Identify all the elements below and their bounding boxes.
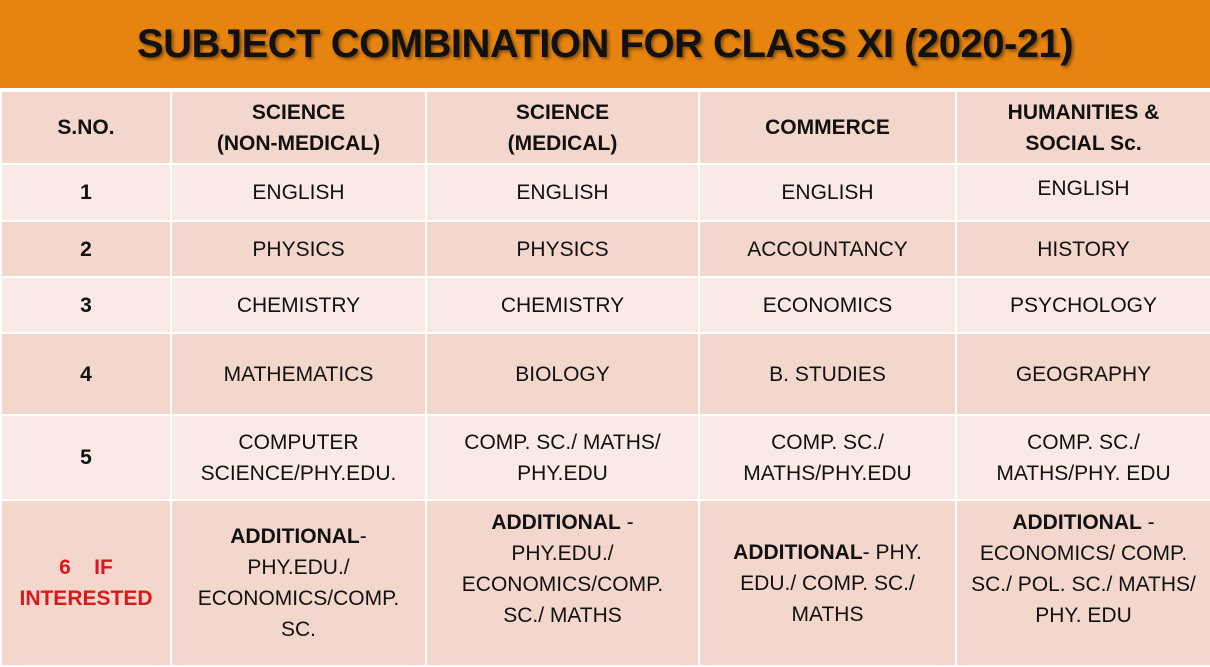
cell: COMP. SC./ MATHS/PHY.EDU xyxy=(698,414,957,501)
cell: MATHEMATICS xyxy=(170,332,427,416)
cell-sno: 1 xyxy=(0,163,172,222)
cell: HISTORY xyxy=(955,220,1210,278)
header-science-medical: SCIENCE (MEDICAL) xyxy=(425,90,700,165)
title-banner: SUBJECT COMBINATION FOR CLASS XI (2020-2… xyxy=(0,0,1210,88)
table-row: 2 PHYSICS PHYSICS ACCOUNTANCY HISTORY xyxy=(0,220,1210,278)
cell-sno: 4 xyxy=(0,332,172,416)
table-row: 1 ENGLISH ENGLISH ENGLISH ENGLISH xyxy=(0,163,1210,222)
cell: COMP. SC./ MATHS/ PHY.EDU xyxy=(425,414,700,501)
cell-additional: ADDITIONAL - ECONOMICS/ COMP. SC./ POL. … xyxy=(955,499,1210,667)
table-row-additional: 6 IF INTERESTED ADDITIONAL- PHY.EDU./ EC… xyxy=(0,499,1210,667)
header-sno: S.NO. xyxy=(0,90,172,165)
cell: PHYSICS xyxy=(425,220,700,278)
cell: PSYCHOLOGY xyxy=(955,276,1210,334)
cell: PHYSICS xyxy=(170,220,427,278)
header-commerce: COMMERCE xyxy=(698,90,957,165)
cell: GEOGRAPHY xyxy=(955,332,1210,416)
cell: CHEMISTRY xyxy=(170,276,427,334)
cell: ENGLISH xyxy=(425,163,700,222)
cell-additional: ADDITIONAL - PHY.EDU./ ECONOMICS/COMP. S… xyxy=(425,499,700,667)
cell: BIOLOGY xyxy=(425,332,700,416)
cell: ACCOUNTANCY xyxy=(698,220,957,278)
header-row: S.NO. SCIENCE (NON-MEDICAL) SCIENCE (MEDIC… xyxy=(0,90,1210,165)
cell-sno-if-interested: 6 IF INTERESTED xyxy=(0,499,172,667)
header-humanities: HUMANITIES & SOCIAL Sc. xyxy=(955,90,1210,165)
cell-additional: ADDITIONAL- PHY.EDU./ ECONOMICS/COMP. SC… xyxy=(170,499,427,667)
cell: B. STUDIES xyxy=(698,332,957,416)
cell: CHEMISTRY xyxy=(425,276,700,334)
cell-sno: 2 xyxy=(0,220,172,278)
cell-sno: 3 xyxy=(0,276,172,334)
cell: ENGLISH xyxy=(955,163,1210,222)
cell-additional: ADDITIONAL- PHY. EDU./ COMP. SC./ MATHS xyxy=(698,499,957,667)
table-row: 4 MATHEMATICS BIOLOGY B. STUDIES GEOGRAP… xyxy=(0,332,1210,416)
table-row: 5 COMPUTER SCIENCE/PHY.EDU. COMP. SC./ M… xyxy=(0,414,1210,501)
header-science-non-medical: SCIENCE (NON-MEDICAL) xyxy=(170,90,427,165)
cell: COMP. SC./ MATHS/PHY. EDU xyxy=(955,414,1210,501)
cell: ENGLISH xyxy=(698,163,957,222)
cell: ENGLISH xyxy=(170,163,427,222)
page-title: SUBJECT COMBINATION FOR CLASS XI (2020-2… xyxy=(136,21,1074,66)
cell: COMPUTER SCIENCE/PHY.EDU. xyxy=(170,414,427,501)
cell: ECONOMICS xyxy=(698,276,957,334)
subject-table: S.NO. SCIENCE (NON-MEDICAL) SCIENCE (MEDIC… xyxy=(0,90,1210,667)
cell-sno: 5 xyxy=(0,414,172,501)
table-row: 3 CHEMISTRY CHEMISTRY ECONOMICS PSYCHOLO… xyxy=(0,276,1210,334)
